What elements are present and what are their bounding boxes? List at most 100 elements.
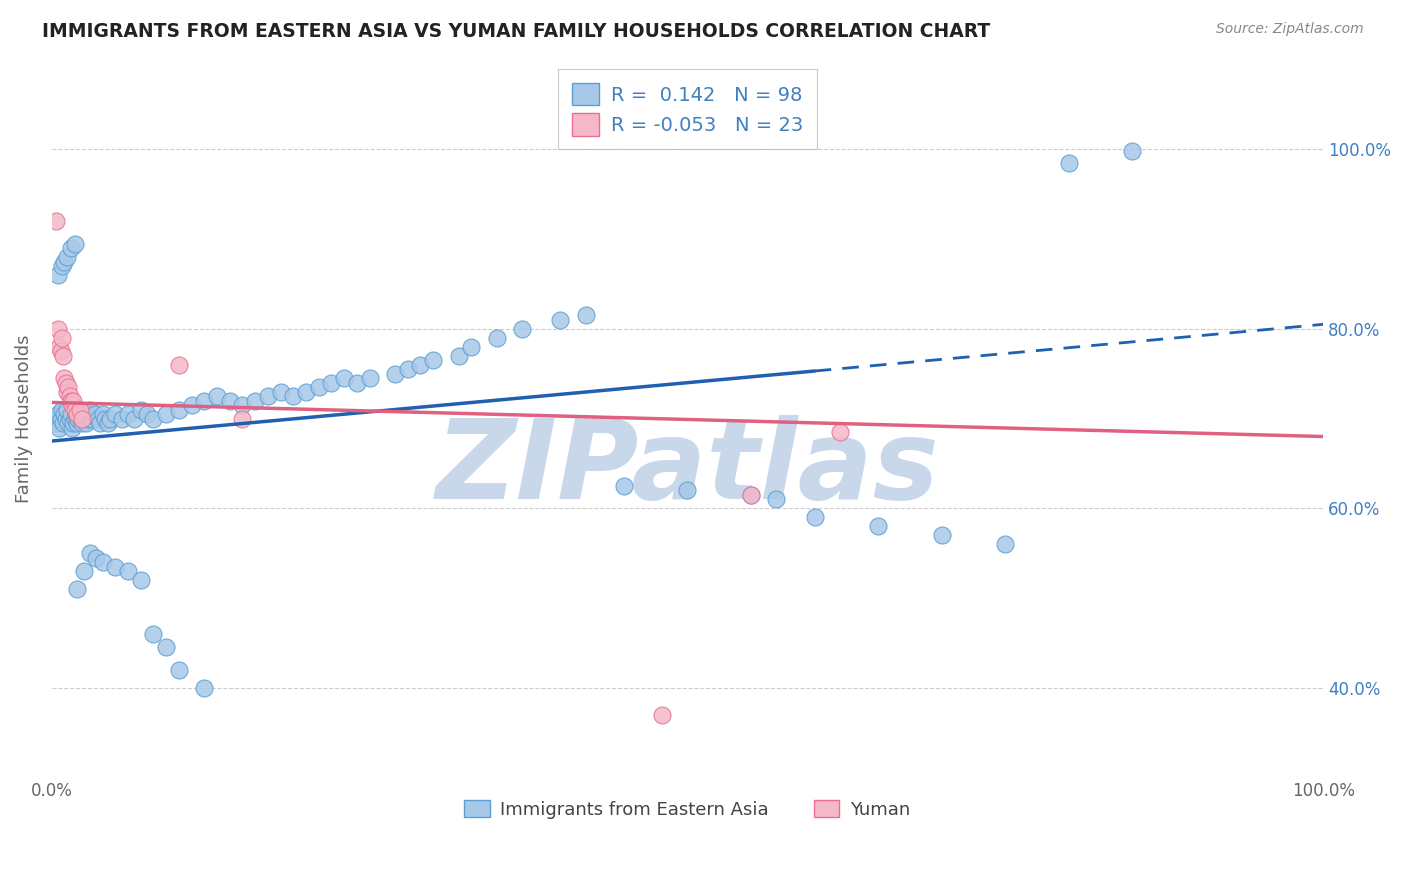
Point (333, 371, 356, 385)
Point (283, 389, 305, 403)
Point (97, 416, 120, 430)
Point (111, 411, 134, 425)
Point (676, 483, 699, 498)
Point (59, 241, 82, 255)
Point (270, 384, 292, 399)
Point (155, 640, 177, 655)
Point (76, 407, 98, 421)
Point (45, 214, 67, 228)
Text: IMMIGRANTS FROM EASTERN ASIA VS YUMAN FAMILY HOUSEHOLDS CORRELATION CHART: IMMIGRANTS FROM EASTERN ASIA VS YUMAN FA… (42, 22, 990, 41)
Point (142, 627, 165, 641)
Point (321, 376, 343, 390)
Point (69, 407, 91, 421)
Point (613, 479, 636, 493)
Point (49, 344, 72, 359)
Point (460, 340, 482, 354)
Point (72, 411, 94, 425)
Point (56, 250, 79, 264)
Point (167, 358, 190, 372)
Point (56, 402, 79, 417)
Point (550, 313, 572, 327)
Point (63, 236, 86, 251)
Point (46, 268, 69, 282)
Point (46, 407, 69, 421)
Point (129, 573, 152, 587)
Point (510, 322, 533, 336)
Point (231, 411, 253, 425)
Point (79, 546, 101, 560)
Point (53, 371, 76, 385)
Point (84, 550, 107, 565)
Point (75, 416, 97, 430)
Point (53, 407, 76, 421)
Point (72, 564, 94, 578)
Point (56, 384, 79, 399)
Point (60, 398, 83, 412)
Point (117, 407, 139, 421)
Point (58, 389, 80, 403)
Point (129, 402, 152, 417)
Point (86, 411, 108, 425)
Point (994, 537, 1017, 551)
Point (447, 349, 470, 363)
Point (59, 393, 82, 408)
Point (803, 510, 825, 524)
Point (51, 259, 73, 273)
Point (740, 488, 762, 502)
Point (136, 407, 159, 421)
Point (73, 411, 96, 425)
Point (72, 416, 94, 430)
Point (257, 389, 280, 403)
Point (58, 411, 80, 425)
Point (651, 707, 673, 722)
Point (422, 353, 444, 368)
Point (62, 393, 84, 408)
Point (55, 376, 77, 390)
Point (89, 416, 111, 430)
Point (59, 407, 82, 421)
Point (45, 411, 67, 425)
Point (67, 411, 90, 425)
Point (82, 411, 104, 425)
Point (180, 398, 202, 412)
Point (91, 407, 114, 421)
Point (52, 349, 75, 363)
Point (70, 411, 93, 425)
Point (765, 492, 787, 507)
Point (346, 376, 368, 390)
Point (48, 340, 70, 354)
Point (66, 416, 89, 430)
Point (409, 358, 432, 372)
Point (69, 402, 91, 417)
Y-axis label: Family Households: Family Households (15, 334, 32, 503)
Point (193, 393, 215, 408)
Point (51, 331, 73, 345)
Text: ZIPatlas: ZIPatlas (436, 416, 939, 523)
Point (218, 393, 240, 408)
Point (104, 407, 127, 421)
Point (167, 663, 190, 677)
Point (740, 488, 762, 502)
Point (575, 309, 598, 323)
Point (205, 389, 228, 403)
Point (142, 411, 165, 425)
Point (1121, 144, 1143, 158)
Point (117, 564, 139, 578)
Point (79, 402, 101, 417)
Point (58, 416, 80, 430)
Point (155, 407, 177, 421)
Point (52, 416, 75, 430)
Point (104, 559, 127, 574)
Point (49, 411, 72, 425)
Point (1057, 156, 1080, 170)
Point (66, 407, 89, 421)
Point (91, 555, 114, 569)
Legend: Immigrants from Eastern Asia, Yuman: Immigrants from Eastern Asia, Yuman (457, 793, 918, 826)
Point (48, 420, 70, 434)
Point (46, 322, 69, 336)
Point (51, 402, 73, 417)
Point (124, 411, 146, 425)
Point (485, 331, 508, 345)
Point (193, 681, 215, 695)
Text: Source: ZipAtlas.com: Source: ZipAtlas.com (1216, 22, 1364, 37)
